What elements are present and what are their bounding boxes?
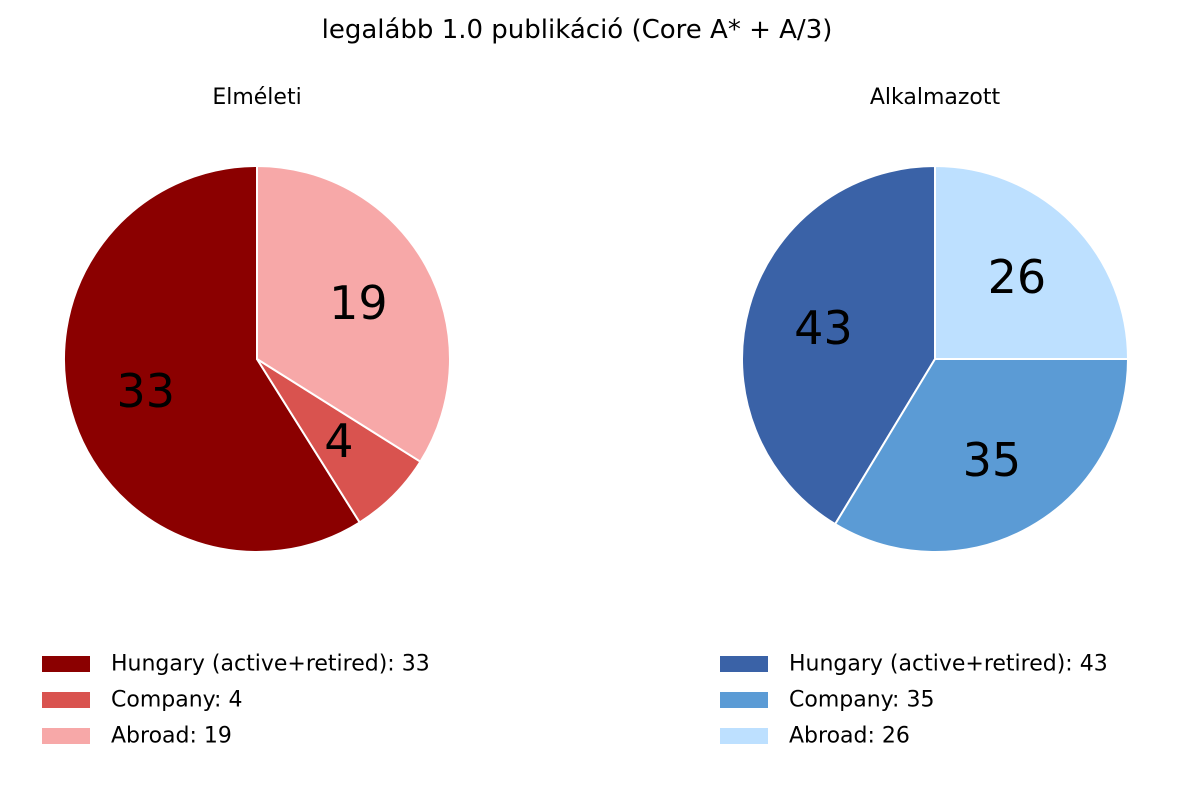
- legend-entry-alkalmazott-hungary-active-retired: Hungary (active+retired): 43: [720, 652, 1108, 677]
- legend-swatch: [720, 656, 768, 672]
- slice-alkalmazott-company: [833, 358, 1130, 553]
- pie-alkalmazott: Alkalmazott 43 35 26: [741, 85, 1130, 553]
- legend-entry-elmeleti-company: Company: 4: [42, 688, 242, 713]
- pie-elmeleti: Elméleti 33 4 19: [63, 85, 451, 553]
- slice-alkalmazott-abroad: [934, 164, 1130, 360]
- legend-label: Abroad: 19: [111, 724, 232, 749]
- slice-value-label-alkalmazott-abroad: 26: [988, 250, 1047, 304]
- legend-label: Abroad: 26: [789, 724, 910, 749]
- legend-label: Hungary (active+retired): 43: [789, 652, 1108, 677]
- legend-swatch: [720, 728, 768, 744]
- slices-alkalmazott: [741, 164, 1130, 553]
- slice-labels-alkalmazott: 43 35 26: [794, 250, 1046, 487]
- legend-alkalmazott: Hungary (active+retired): 43 Company: 35 A…: [720, 652, 1108, 749]
- figure-title: legalább 1.0 publikáció (Core A* + A/3): [322, 15, 833, 45]
- legend-swatch: [720, 692, 768, 708]
- legend-entry-alkalmazott-abroad: Abroad: 26: [720, 724, 910, 749]
- slice-elmeleti-hungary-active-retired: [63, 164, 362, 553]
- legend-entry-alkalmazott-company: Company: 35: [720, 688, 934, 713]
- slices-elmeleti: [63, 164, 451, 553]
- legend-label: Hungary (active+retired): 33: [111, 652, 430, 677]
- legend-label: Company: 4: [111, 688, 242, 713]
- legend-entry-elmeleti-hungary-active-retired: Hungary (active+retired): 33: [42, 652, 430, 677]
- legend-elmeleti: Hungary (active+retired): 33 Company: 4 Ab…: [42, 652, 430, 749]
- slice-alkalmazott-hungary-active-retired: [741, 164, 936, 526]
- slice-value-label-alkalmazott-company: 35: [963, 433, 1022, 487]
- pie-title-elmeleti: Elméleti: [212, 85, 301, 110]
- slice-value-label-elmeleti-hungary-active-retired: 33: [116, 364, 175, 418]
- slice-elmeleti-abroad: [256, 164, 451, 464]
- legend-swatch: [42, 656, 90, 672]
- legend-swatch: [42, 728, 90, 744]
- legend-entry-elmeleti-abroad: Abroad: 19: [42, 724, 232, 749]
- slice-value-label-elmeleti-abroad: 19: [329, 276, 388, 330]
- legend-swatch: [42, 692, 90, 708]
- slice-value-label-elmeleti-company: 4: [324, 414, 353, 468]
- pie-title-alkalmazott: Alkalmazott: [870, 85, 1001, 110]
- slice-value-label-alkalmazott-hungary-active-retired: 43: [794, 301, 853, 355]
- legend-label: Company: 35: [789, 688, 934, 713]
- slice-labels-elmeleti: 33 4 19: [116, 276, 387, 468]
